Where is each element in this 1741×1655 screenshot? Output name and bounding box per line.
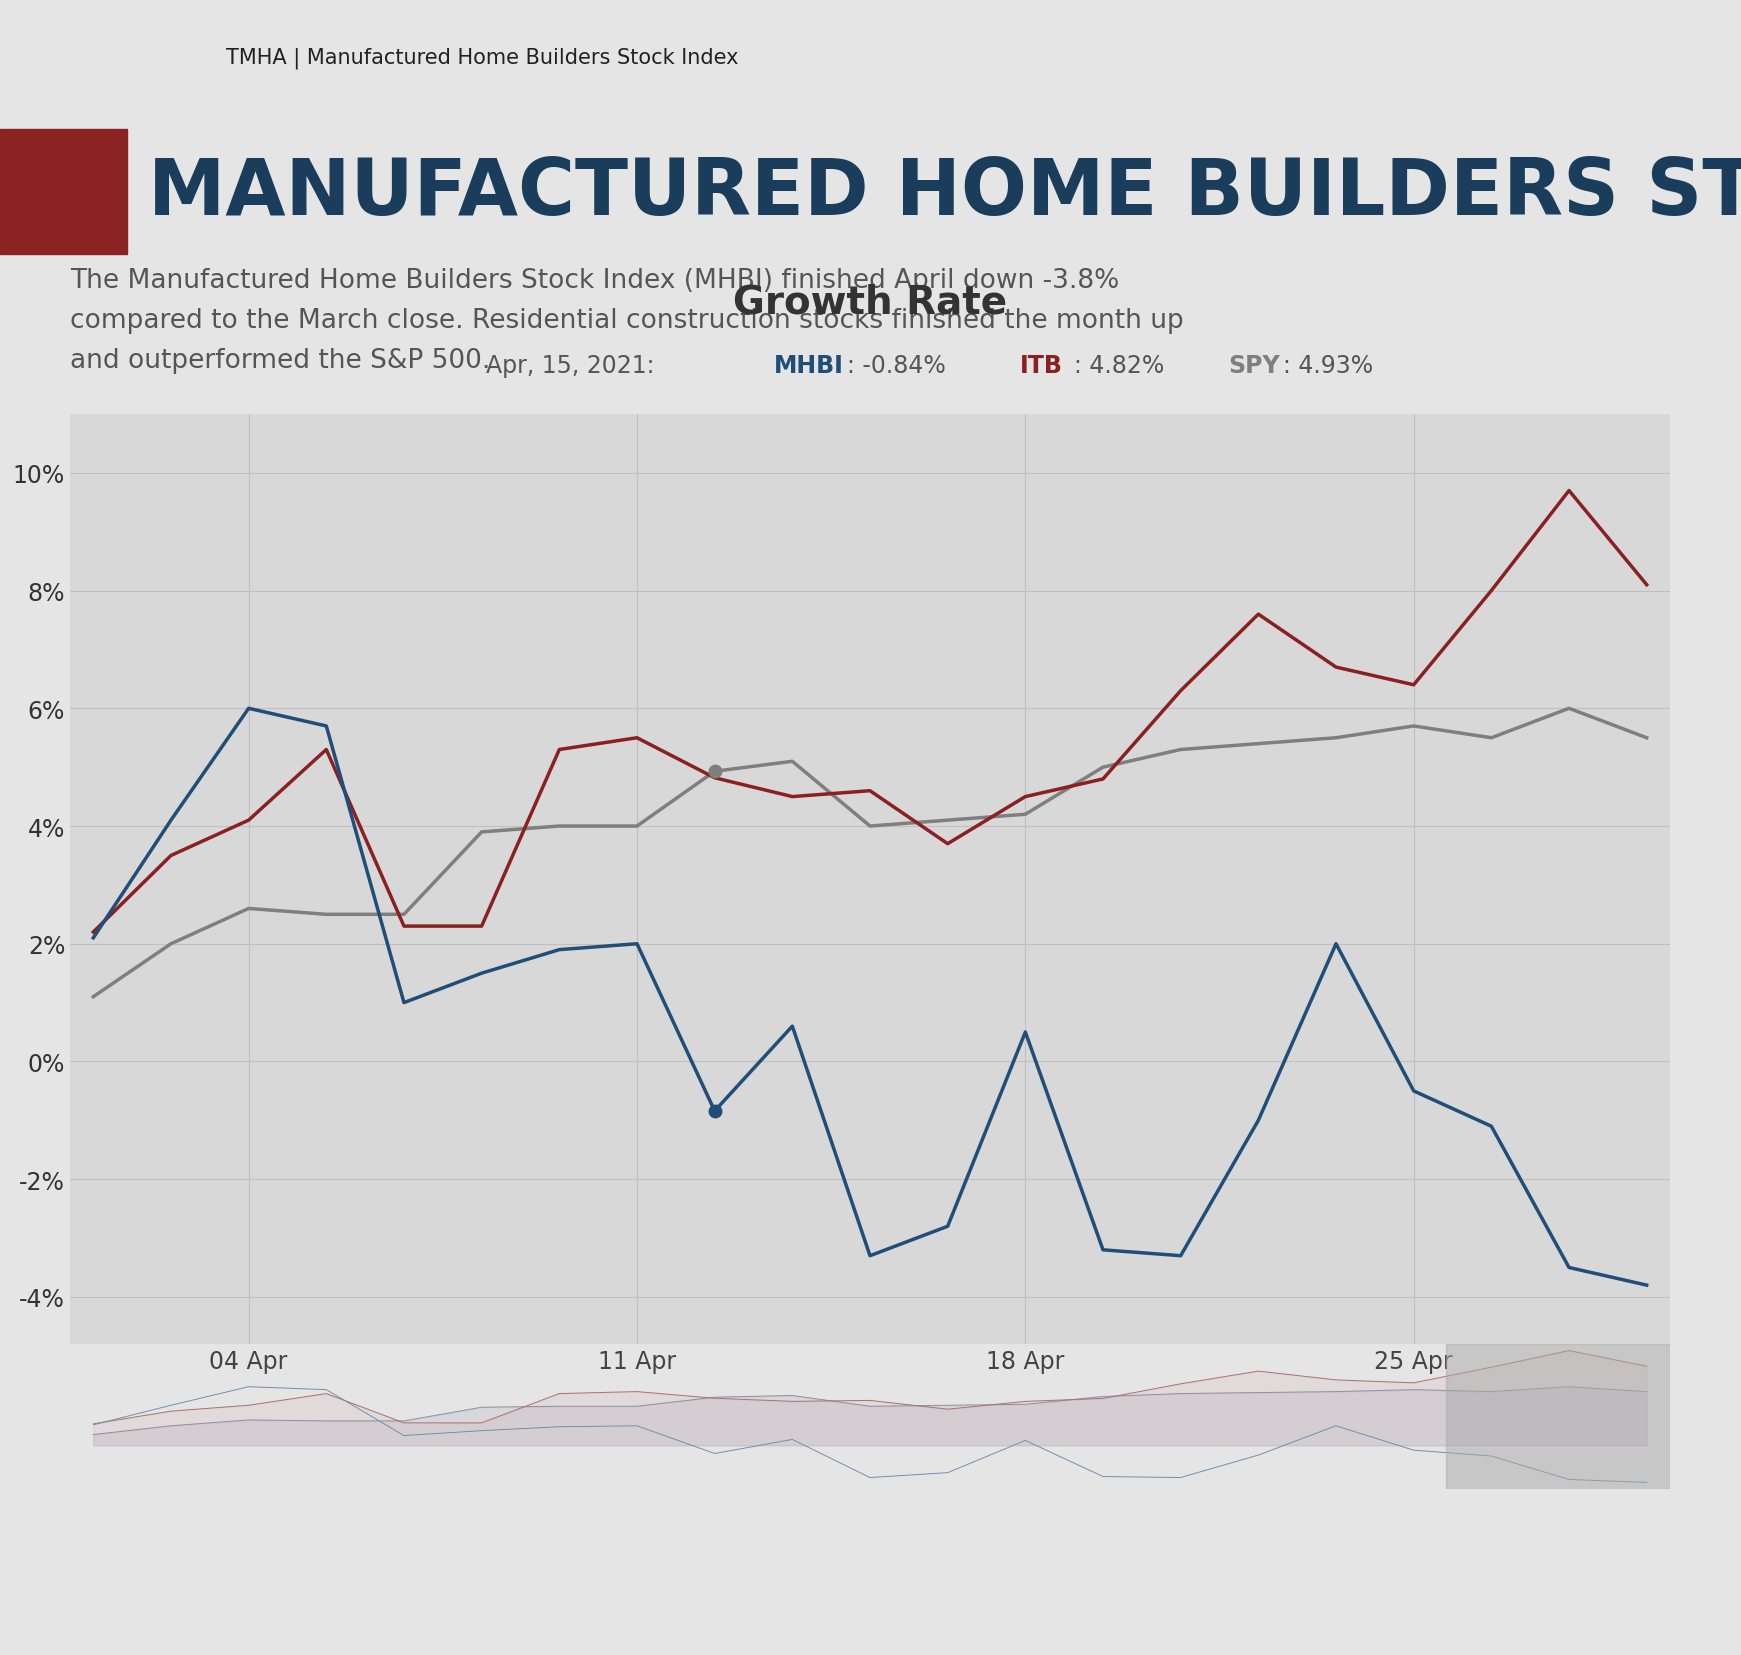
- Text: ITB: ITB: [1020, 354, 1062, 377]
- Text: Growth Rate: Growth Rate: [733, 283, 1006, 321]
- Text: MANUFACTURED HOME BUILDERS STOCK INDEX: MANUFACTURED HOME BUILDERS STOCK INDEX: [148, 154, 1741, 230]
- Bar: [1447, 1344, 1670, 1490]
- Text: : -0.84%: : -0.84%: [846, 354, 954, 377]
- Bar: [0, 131, 127, 255]
- Text: MHBI: MHBI: [775, 354, 844, 377]
- Text: : 4.82%: : 4.82%: [1074, 354, 1172, 377]
- Text: TMHA | Manufactured Home Builders Stock Index: TMHA | Manufactured Home Builders Stock …: [226, 48, 738, 70]
- Text: SPY: SPY: [1227, 354, 1280, 377]
- Text: The Manufactured Home Builders Stock Index (MHBI) finished April down -3.8%
comp: The Manufactured Home Builders Stock Ind…: [70, 268, 1184, 374]
- Text: : 4.93%: : 4.93%: [1283, 354, 1374, 377]
- Text: Apr, 15, 2021:: Apr, 15, 2021:: [486, 354, 662, 377]
